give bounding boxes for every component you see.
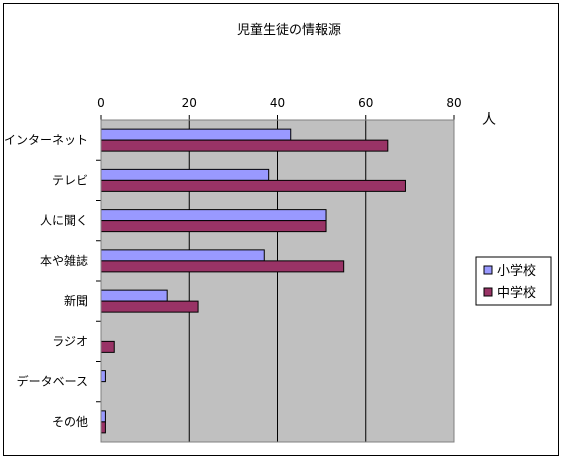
bar-junior-high (100, 421, 106, 434)
category-label: その他 (52, 415, 88, 429)
x-tick-label: 60 (358, 96, 373, 110)
bar-junior-high (100, 340, 115, 353)
legend-swatch-elementary (483, 265, 493, 275)
category-label: データベース (17, 374, 88, 389)
bars (100, 128, 406, 434)
bar-elementary (100, 168, 270, 181)
category-label: 本や雑誌 (40, 253, 88, 268)
legend-box (475, 256, 552, 306)
x-tick-label: 80 (446, 96, 461, 110)
x-axis-unit-label: 人 (482, 112, 496, 128)
plot-border (100, 119, 455, 443)
bar-junior-high (100, 300, 199, 313)
bar-elementary (100, 370, 106, 383)
bar-junior-high (100, 179, 406, 192)
x-tick-label: 40 (270, 96, 285, 110)
category-label: テレビ (52, 173, 88, 187)
category-label: 人に聞く (40, 214, 88, 228)
category-label: ラジオ (52, 334, 88, 348)
bar-elementary (100, 289, 168, 302)
legend-swatch-junior-high (483, 287, 493, 297)
chart-title: 児童生徒の情報源 (237, 22, 341, 38)
category-label: インターネット (4, 133, 88, 147)
bar-elementary (100, 410, 106, 423)
legend-label-elementary: 小学校 (497, 263, 536, 279)
bar-junior-high (100, 260, 345, 273)
legend-label-junior-high: 中学校 (497, 285, 536, 301)
bar-elementary (100, 209, 327, 222)
bar-elementary (100, 128, 292, 141)
legend: 小学校 中学校 (475, 256, 552, 306)
bar-junior-high (100, 139, 389, 152)
bar-junior-high (100, 220, 327, 233)
x-tick-label: 20 (182, 96, 197, 110)
bar-elementary (100, 249, 265, 262)
x-tick-label: 0 (97, 96, 105, 110)
category-label: 新聞 (64, 293, 88, 308)
